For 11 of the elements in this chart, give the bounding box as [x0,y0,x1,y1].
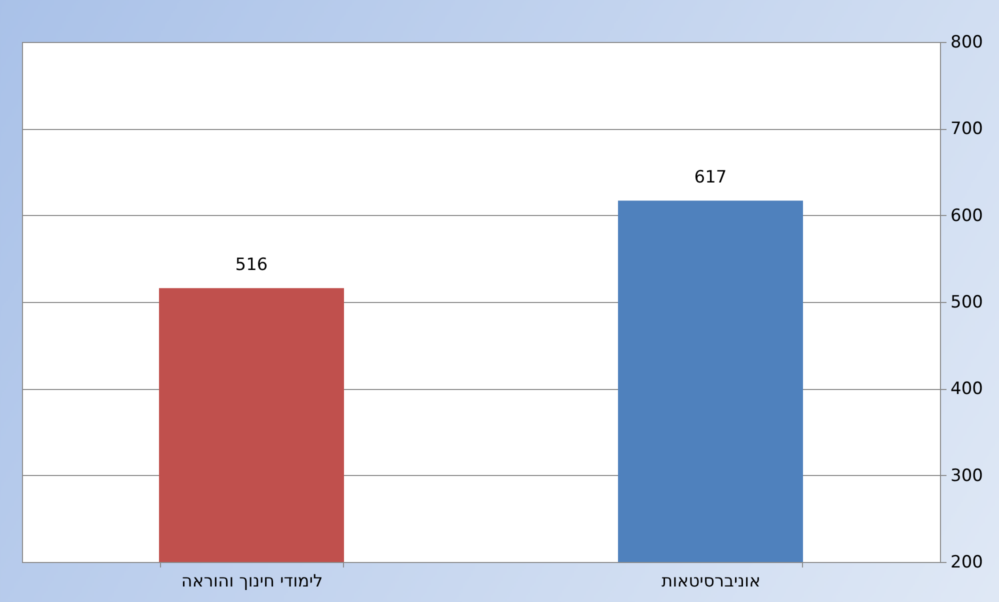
y-tick-label: 400 [950,379,983,400]
x-tick-label: אוניברסיטאות [661,572,761,592]
y-tick-label: 600 [950,206,983,226]
y-tick-label: 300 [950,466,983,486]
data-label: 516 [235,255,268,276]
data-label: 617 [694,168,727,188]
y-tick-label: 800 [950,32,983,52]
y-tick-label: 200 [950,552,983,572]
y-tick-label: 500 [950,292,983,312]
x-tick-label: לימודי חינוך והוראה [181,572,323,592]
y-tick-label: 700 [950,119,983,140]
